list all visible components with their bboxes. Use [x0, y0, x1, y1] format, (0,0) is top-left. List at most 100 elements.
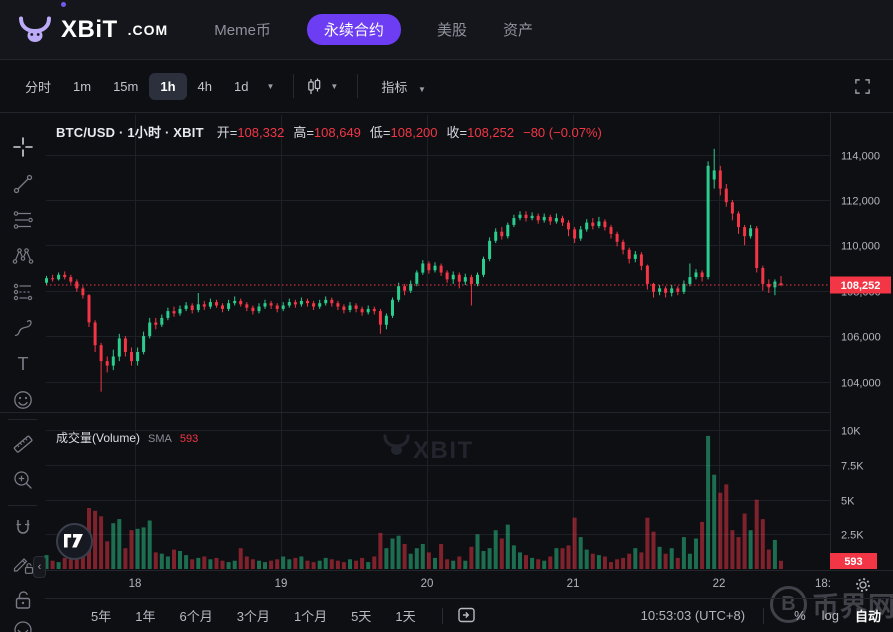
axis-settings-button[interactable] [855, 577, 871, 598]
brand-name: XBiT [61, 15, 118, 43]
symbol-name: BTC/USD · 1小时 · XBIT [56, 125, 204, 140]
tool-lock-all[interactable] [5, 582, 41, 618]
gear-icon [856, 578, 870, 592]
tool-fib-retracement[interactable] [5, 202, 41, 238]
brush-icon [14, 319, 32, 337]
svg-text:7.5K: 7.5K [841, 461, 864, 473]
range-1m[interactable]: 1个月 [293, 609, 328, 624]
nav-meme[interactable]: Meme币 [214, 22, 271, 39]
nav-assets[interactable]: 资产 [502, 22, 533, 39]
svg-text:106,000: 106,000 [841, 332, 881, 344]
tool-forecast[interactable] [5, 274, 41, 310]
interval-1h[interactable]: 1h [149, 72, 187, 100]
volume-sma-label: SMA [148, 433, 172, 445]
nav-us-stocks[interactable]: 美股 [436, 22, 467, 39]
range-1y[interactable]: 1年 [135, 609, 156, 624]
price-change: −80 (−0.07%) [523, 125, 602, 140]
trend-line-icon [13, 174, 33, 194]
auto-scale-button[interactable]: 自动 [854, 609, 881, 624]
tool-trend-line[interactable] [5, 166, 41, 202]
volume-label: 成交量(Volume) [56, 431, 141, 445]
hide-all-icon [14, 621, 32, 632]
tool-ruler[interactable] [5, 426, 41, 462]
tool-text[interactable]: T [5, 346, 41, 382]
range-6m[interactable]: 6个月 [179, 609, 213, 624]
svg-text:XBIT: XBIT [413, 437, 474, 464]
tool-drawing-lock[interactable] [5, 546, 41, 582]
toolbar-separator [293, 74, 295, 98]
ohlc-close: 收=108,252 [446, 125, 515, 140]
volume-legend[interactable]: 成交量(Volume) SMA 593 [56, 429, 198, 446]
tradingview-icon [64, 534, 83, 548]
svg-text:110,000: 110,000 [841, 241, 880, 253]
symbol-legend[interactable]: BTC/USD · 1小时 · XBIT 开=108,332 高=108,649… [56, 122, 602, 141]
svg-text:10K: 10K [841, 426, 861, 438]
svg-text:114,000: 114,000 [841, 151, 880, 163]
grid-lines [0, 113, 831, 570]
range-3m[interactable]: 3个月 [236, 609, 270, 624]
candles [45, 148, 783, 392]
fib-retracement-icon [13, 211, 33, 229]
interval-1m[interactable]: 1m [73, 78, 92, 94]
svg-text:593: 593 [844, 556, 862, 568]
interval-1d[interactable]: 1d [234, 78, 249, 94]
fullscreen-button[interactable] [854, 78, 871, 95]
range-1d[interactable]: 1天 [395, 609, 416, 624]
indicators-label: 指标 [381, 79, 408, 95]
tool-brush[interactable] [5, 310, 41, 346]
indicators-button[interactable]: 指标 ▼ [370, 71, 444, 102]
tool-magnet[interactable] [5, 510, 41, 546]
current-volume-tag: 593 [830, 553, 877, 569]
footer-separator [441, 607, 443, 624]
svg-text:112,000: 112,000 [841, 196, 880, 208]
brand-logo[interactable]: XBiT .COM [18, 2, 168, 44]
crosshair-icon [13, 137, 33, 157]
toolbar-divider [8, 505, 37, 506]
tool-hide-all[interactable] [5, 612, 41, 632]
range-5d[interactable]: 5天 [351, 609, 372, 624]
percent-scale-button[interactable]: % [794, 608, 806, 623]
candles-icon [308, 78, 321, 94]
tool-crosshair[interactable] [5, 129, 41, 165]
sidebar-collapse-button[interactable]: ‹ [33, 556, 46, 578]
lock-all-icon [15, 591, 31, 609]
time-tick: 18: [815, 578, 831, 590]
svg-text:T: T [18, 354, 29, 374]
interval-dropdown-caret[interactable]: ▼ [266, 81, 275, 91]
svg-text:2.5K: 2.5K [841, 530, 864, 542]
bull-logo-icon [19, 16, 51, 42]
tool-emoji[interactable] [5, 382, 41, 418]
bottom-toolbar: 5年 1年 6个月 3个月 1个月 5天 1天 10:53:03 (UTC+8)… [45, 598, 893, 632]
svg-text:5K: 5K [841, 496, 855, 508]
svg-text:104,000: 104,000 [841, 378, 881, 390]
tool-zoom-in[interactable] [5, 462, 41, 498]
interval-fenshi[interactable]: 分时 [25, 79, 52, 95]
interval-15m[interactable]: 15m [113, 78, 139, 94]
toolbar-divider [8, 419, 37, 420]
magnet-icon [16, 520, 30, 534]
clock[interactable]: 10:53:03 (UTC+8) [640, 608, 746, 623]
time-tick: 22 [712, 578, 726, 590]
zoom-in-icon [14, 471, 32, 489]
chart-type-caret[interactable]: ▼ [330, 81, 339, 91]
ohlc-high: 高=108,649 [293, 125, 361, 140]
text-icon: T [18, 354, 29, 374]
drawing-lock-icon [13, 558, 34, 574]
interval-4h[interactable]: 4h [197, 78, 213, 94]
chart-type-button[interactable] [306, 78, 323, 95]
ohlc-open: 开=108,332 [216, 125, 285, 140]
tool-xabcd-pattern[interactable] [5, 238, 41, 274]
time-axis[interactable]: 18 19 20 21 22 18: [45, 570, 893, 598]
chart-canvas[interactable]: XBIT114,000112,000110,000108,000106,0001… [0, 113, 893, 570]
range-5y[interactable]: 5年 [91, 609, 112, 624]
tradingview-logo[interactable] [56, 523, 93, 560]
axis-labels: 114,000112,000110,000108,000106,000104,0… [841, 151, 881, 542]
goto-date-button[interactable] [457, 605, 476, 627]
log-scale-button[interactable]: log [821, 608, 839, 623]
nav-perpetual[interactable]: 永续合约 [306, 14, 401, 45]
toolbar-separator [357, 74, 359, 98]
chart-toolbar: 分时 1m 15m 1h 4h 1d ▼ ▼ 指标 ▼ [0, 60, 893, 113]
time-tick: 18 [128, 578, 142, 590]
current-price-tag: 108,252 [830, 276, 891, 294]
